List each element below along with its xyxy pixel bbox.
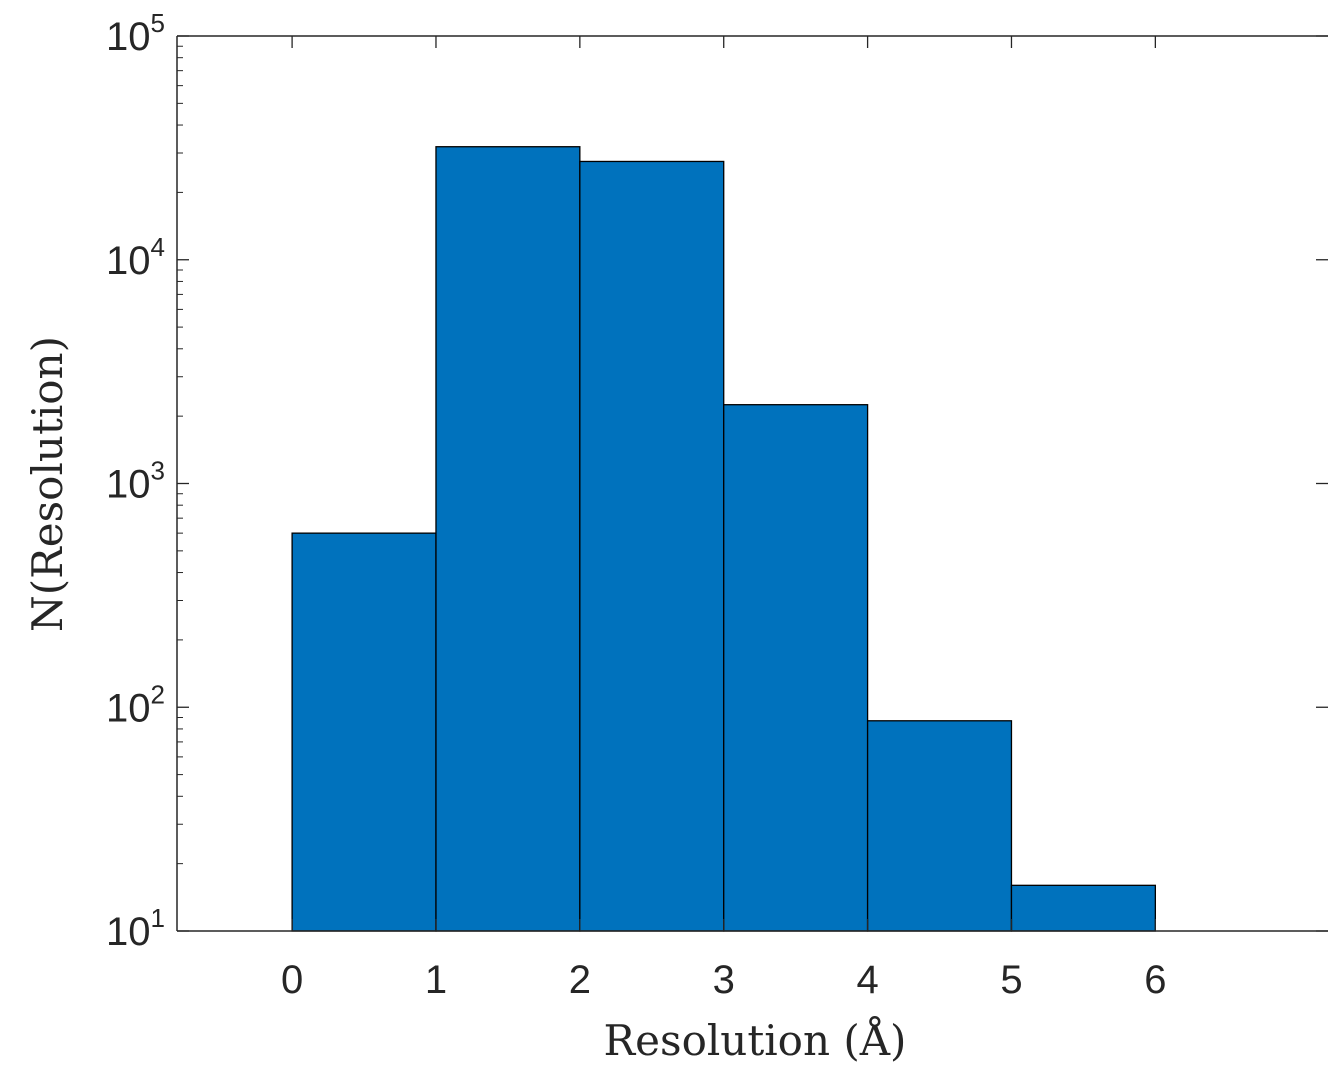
x-tick-label: 6: [1144, 958, 1166, 1002]
bar-0: [291, 532, 437, 932]
x-tick-label: 3: [713, 958, 735, 1002]
bar-4: [866, 720, 1013, 932]
y-tick-label: 103: [106, 456, 165, 507]
x-tick-label: 5: [1000, 958, 1022, 1002]
x-tick-label: 2: [569, 958, 591, 1002]
x-ticks-group: 0 1 2 3 4 5 6: [281, 36, 1166, 1002]
y-ticks-group: 101 102 103 104 105: [106, 8, 1328, 954]
bar-2: [579, 160, 725, 932]
y-tick-label: 104: [106, 232, 165, 283]
x-axis-title: Resolution (Å): [604, 1015, 907, 1065]
bar-1: [435, 146, 581, 932]
bars-group: [291, 146, 1156, 932]
y-axis-title: N(Resolution): [23, 336, 72, 632]
y-tick-label: 101: [106, 903, 165, 954]
bar-5: [1010, 884, 1156, 932]
y-tick-label: 105: [106, 8, 165, 59]
x-tick-label: 1: [425, 958, 447, 1002]
bar-3: [723, 404, 869, 932]
y-tick-label: 102: [106, 679, 165, 730]
x-tick-label: 4: [856, 958, 878, 1002]
x-tick-label: 0: [281, 958, 303, 1002]
